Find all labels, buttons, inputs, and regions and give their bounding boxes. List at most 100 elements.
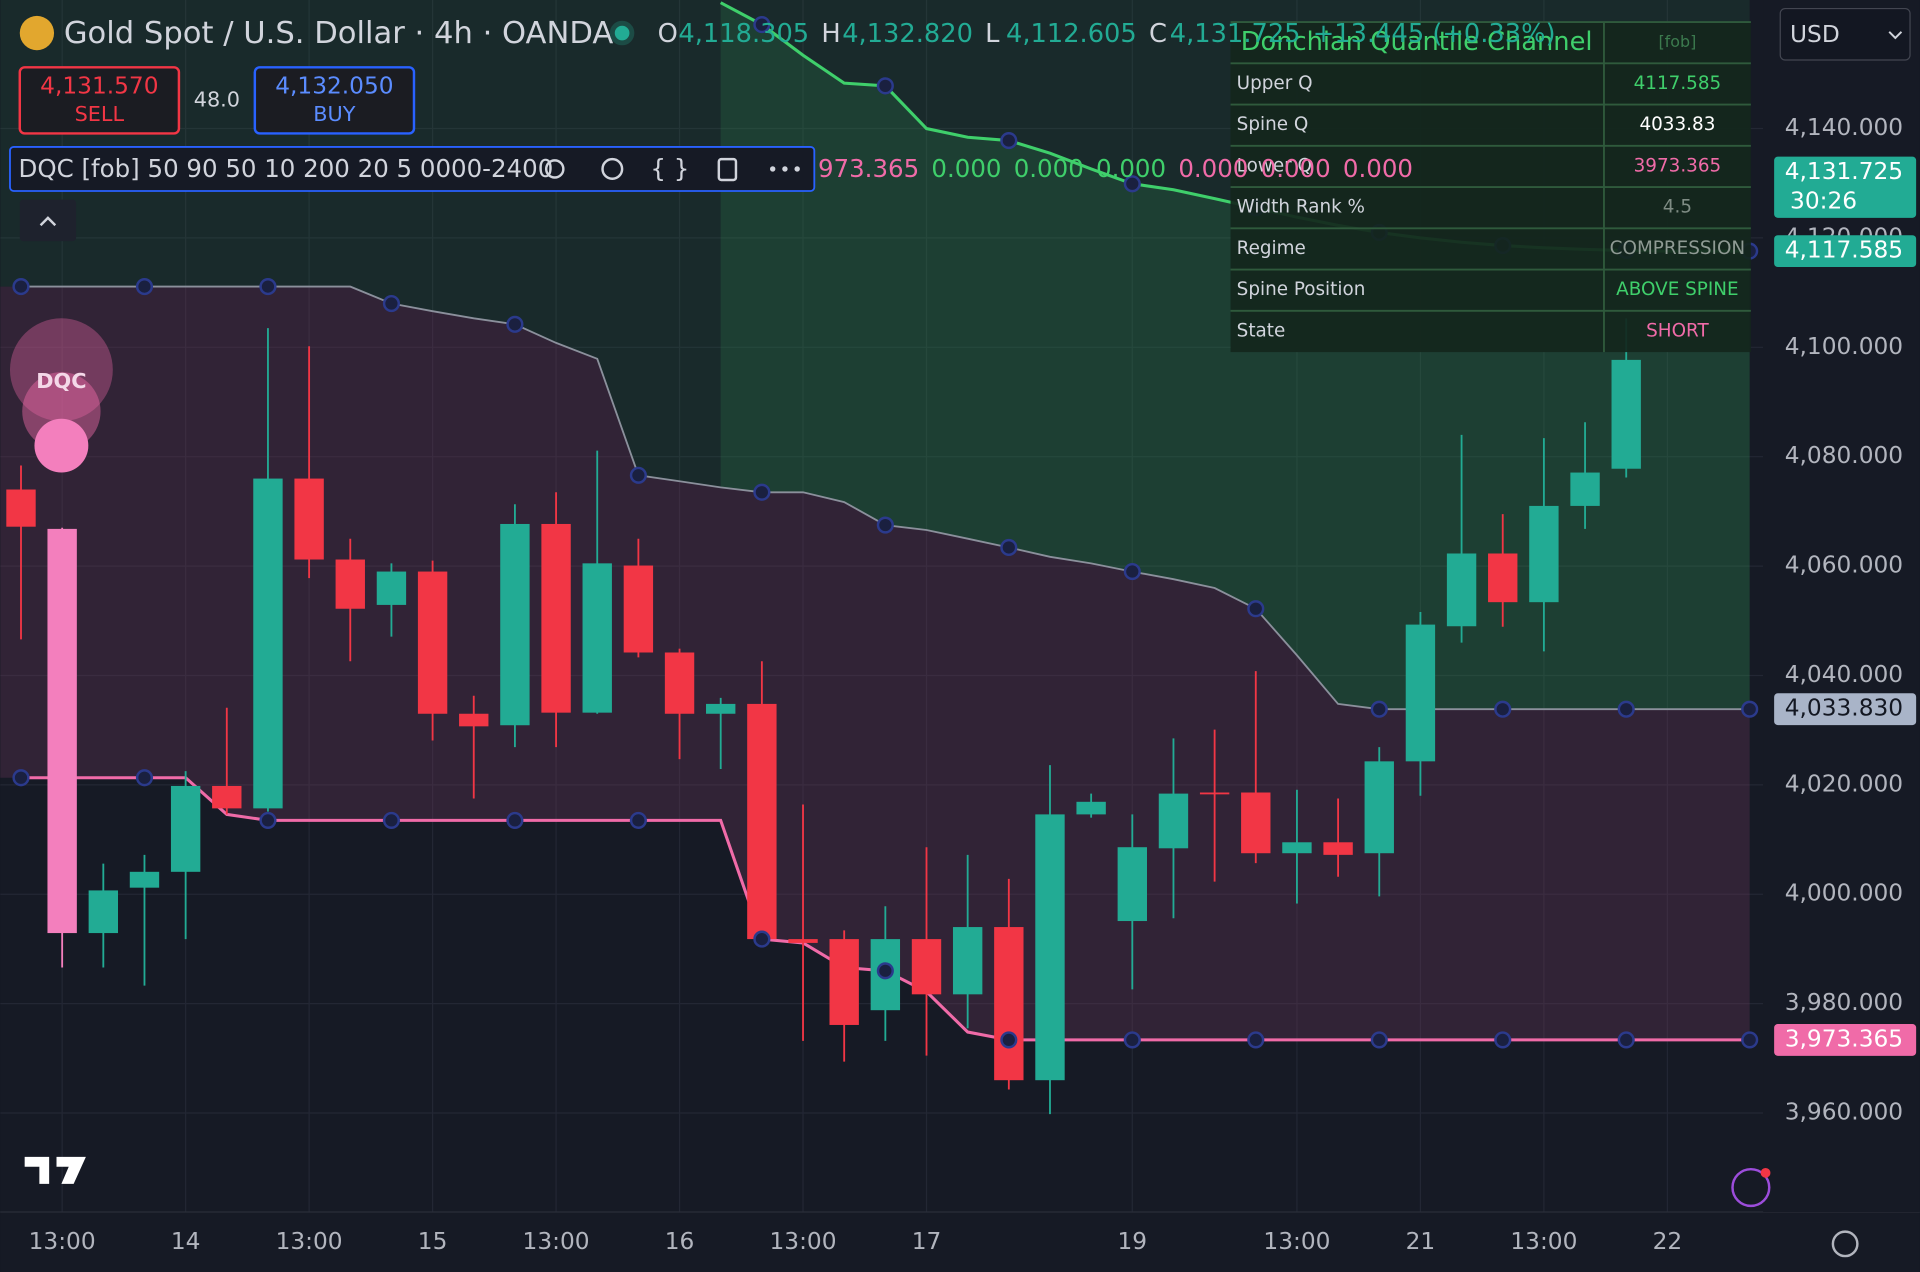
price-tag [1774, 1024, 1917, 1056]
table-tag: [fob] [1658, 32, 1696, 51]
candle-body [541, 523, 571, 713]
y-tick-label: 4,060.000 [1785, 552, 1903, 579]
buy-button[interactable] [253, 66, 416, 135]
table-row-label: State [1237, 320, 1286, 341]
y-tick-label: 4,020.000 [1785, 770, 1903, 797]
buy-price: 4,132.050 [275, 72, 393, 99]
x-tick-label: 16 [665, 1228, 695, 1255]
currency-label: USD [1790, 21, 1840, 48]
line-marker [876, 77, 894, 95]
candle-body [829, 939, 859, 1025]
buy-label: BUY [313, 102, 355, 126]
upper-band [720, 2, 1750, 710]
collapse-button[interactable] [19, 199, 77, 242]
candle-body [335, 559, 365, 609]
line-marker [12, 769, 30, 787]
ohlc-key: L [985, 19, 1000, 49]
line-marker [1000, 131, 1018, 150]
x-tick-label: 13:00 [1510, 1228, 1577, 1255]
sell-button[interactable] [18, 66, 181, 135]
line-marker [1494, 700, 1512, 718]
line-marker [1247, 600, 1265, 618]
spread: 48.0 [194, 87, 240, 111]
candle-body [1488, 553, 1518, 603]
line-marker [876, 516, 894, 534]
bubble [9, 318, 113, 422]
icon-more[interactable] [769, 166, 776, 172]
line-marker [629, 466, 647, 484]
ohlc-key: H [821, 19, 840, 49]
icon-more[interactable] [794, 166, 800, 172]
ohlc-value: 4,112.605 [1006, 19, 1137, 49]
line-marker [382, 811, 401, 829]
indicator-value: 0.000 [931, 154, 1001, 183]
icon-notify [1760, 1167, 1771, 1178]
line-marker [506, 811, 524, 829]
currency-select[interactable] [1779, 7, 1911, 61]
x-tick-label: 22 [1653, 1228, 1683, 1255]
ohlc-value: 4,118.305 [678, 19, 809, 49]
candle-body [1282, 842, 1312, 854]
x-tick-label: 13:00 [29, 1228, 96, 1255]
line-marker [1741, 700, 1759, 718]
icon-source[interactable]: { } [650, 154, 689, 183]
sell-label: SELL [75, 102, 125, 126]
indicator-value: 0.000 [1096, 154, 1166, 183]
table-row-label: Upper Q [1237, 73, 1313, 94]
line-marker [753, 16, 771, 34]
icon-lightning[interactable] [1731, 1167, 1771, 1208]
icon-settings-footer[interactable] [1831, 1230, 1859, 1258]
candle-body [1364, 761, 1394, 854]
indicator-value: 973.365 [818, 154, 919, 183]
candle-body [1035, 814, 1065, 1081]
x-tick-label: 13:00 [770, 1228, 837, 1255]
candle-body [170, 785, 201, 872]
candle-body [459, 713, 489, 727]
x-tick-label: 17 [912, 1228, 942, 1255]
ohlc-value: 4,132.820 [842, 19, 973, 49]
candle-body [994, 927, 1024, 1081]
candle-body [1158, 793, 1189, 849]
candle-body [623, 565, 654, 653]
x-tick-label: 21 [1406, 1228, 1436, 1255]
candle-body [88, 890, 119, 934]
candle-body [376, 571, 407, 605]
x-tick-label: 13:00 [523, 1228, 590, 1255]
line-marker [12, 278, 30, 296]
icon-delete[interactable] [717, 157, 738, 182]
bubble [34, 418, 89, 473]
symbol-icon [19, 15, 55, 51]
x-tick-label: 13:00 [1263, 1228, 1330, 1255]
line-marker [1494, 1031, 1512, 1049]
candle-body [47, 528, 77, 934]
ohlc-key: C [1149, 19, 1167, 49]
price-tag-label: 3,973.365 [1785, 1025, 1903, 1052]
table-row-label: Width Rank % [1237, 197, 1365, 218]
indicator-value: 0.000 [1343, 154, 1413, 183]
candle-body [294, 478, 324, 560]
icon-more[interactable] [782, 166, 788, 172]
line-marker [1617, 1031, 1635, 1049]
x-tick-label: 15 [418, 1228, 448, 1255]
line-marker [135, 769, 154, 787]
candle-body [706, 703, 736, 714]
table-row-value: ABOVE SPINE [1616, 279, 1738, 300]
y-tick-label: 4,100.000 [1785, 333, 1903, 360]
candle-body [500, 523, 530, 726]
table-row-value: 4117.585 [1634, 73, 1722, 94]
ui-layer: 4,140.0004,120.0004,100.0004,080.0004,06… [9, 0, 1920, 1258]
line-marker [1370, 700, 1388, 718]
indicator-box[interactable] [9, 145, 816, 192]
price-tag-label: 4,117.585 [1785, 237, 1903, 264]
currency-caret [1888, 31, 1903, 40]
collapse-icon [39, 216, 57, 227]
line-marker [506, 315, 524, 333]
candle-body [952, 927, 983, 995]
price-tag-countdown: 30:26 [1790, 187, 1857, 214]
icon-settings[interactable] [601, 157, 624, 180]
icon-eye[interactable] [544, 159, 565, 179]
line-marker [1247, 1031, 1265, 1049]
candle-body [212, 785, 242, 809]
ohlc-value: 4,131.725 [1170, 19, 1301, 49]
